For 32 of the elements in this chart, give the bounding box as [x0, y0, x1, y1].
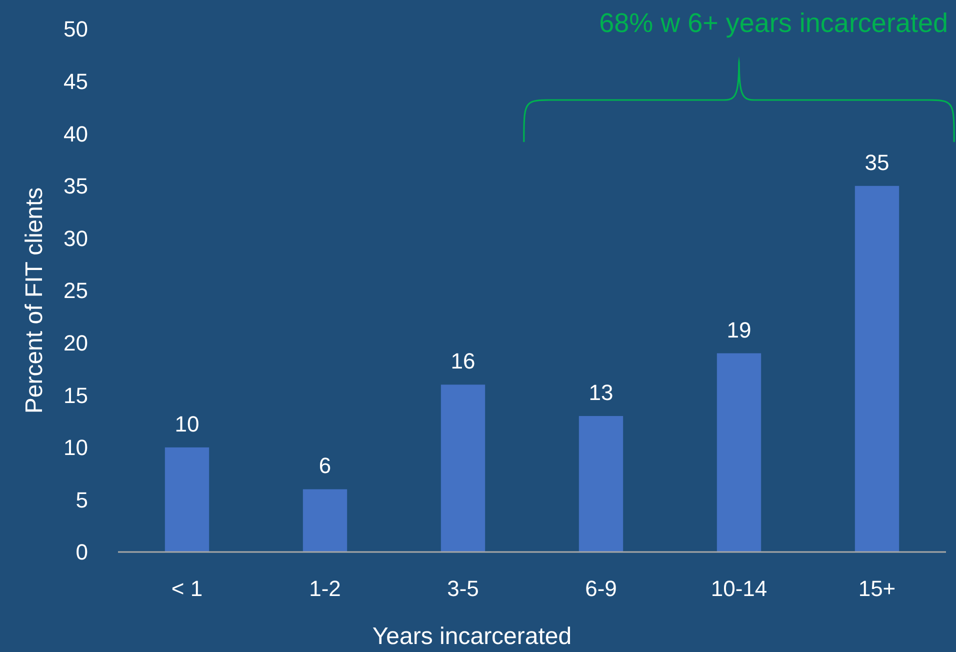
data-label: 13 — [588, 380, 614, 406]
bar — [716, 353, 762, 552]
bar — [854, 186, 900, 552]
x-tick-label: < 1 — [171, 576, 203, 601]
y-tick-label: 0 — [76, 540, 88, 565]
y-tick-label: 35 — [64, 174, 88, 199]
x-tick-label: 10-14 — [710, 576, 768, 601]
y-tick-label: 50 — [64, 16, 88, 42]
bar — [302, 489, 348, 552]
y-tick-label: 15 — [64, 382, 88, 408]
annotation: 68% w 6+ years incarcerated — [599, 8, 948, 38]
x-tick-label: 15+ — [858, 576, 896, 601]
y-tick-label: 20 — [64, 330, 88, 356]
data-label: 35 — [864, 150, 890, 175]
data-label: 19 — [726, 317, 752, 342]
x-tick-label: 6-9 — [585, 576, 617, 601]
y-tick-label: 30 — [64, 226, 88, 251]
y-tick-label: 40 — [64, 121, 88, 146]
y-tick-label: 5 — [76, 487, 88, 512]
bar — [578, 416, 624, 552]
data-label: 16 — [450, 348, 476, 374]
bar — [440, 384, 486, 552]
y-tick-label: 45 — [64, 69, 88, 94]
y-axis-title: Percent of FIT clients — [21, 187, 48, 414]
x-tick-label: 1-2 — [309, 576, 341, 601]
y-tick-label: 10 — [64, 435, 88, 460]
bar — [164, 447, 210, 552]
data-label: 6 — [318, 453, 332, 478]
x-tick-label: 3-5 — [447, 576, 479, 601]
data-label: 10 — [174, 411, 200, 436]
y-tick-label: 25 — [64, 278, 88, 304]
x-axis-title: Years incarcerated — [372, 623, 572, 650]
